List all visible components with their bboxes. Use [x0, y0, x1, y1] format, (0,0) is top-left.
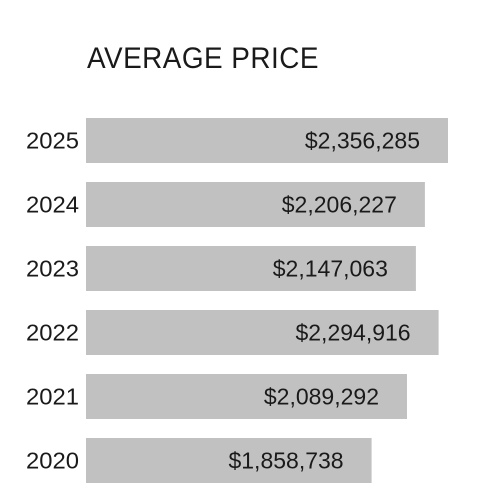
bar-row-2023: 2023 $2,147,063: [26, 246, 416, 291]
category-label: 2021: [26, 384, 79, 410]
bar-2021: [86, 374, 407, 419]
bar-row-2022: 2022 $2,294,916: [26, 310, 439, 355]
value-label: $2,294,916: [295, 320, 410, 346]
bar-2020: [86, 438, 372, 483]
bar-row-2024: 2024 $2,206,227: [26, 182, 425, 227]
value-label: $2,206,227: [282, 192, 397, 218]
value-label: $2,147,063: [273, 256, 388, 282]
bar-2025: [86, 118, 448, 163]
bar-2022: [86, 310, 439, 355]
bar-2024: [86, 182, 425, 227]
value-label: $1,858,738: [228, 448, 343, 474]
chart-title: AVERAGE PRICE: [87, 42, 319, 75]
bar-row-2021: 2021 $2,089,292: [26, 374, 407, 419]
value-label: $2,089,292: [264, 384, 379, 410]
category-label: 2024: [26, 192, 79, 218]
category-label: 2023: [26, 256, 79, 282]
bar-row-2020: 2020 $1,858,738: [26, 438, 372, 483]
category-label: 2020: [26, 448, 79, 474]
bar-2023: [86, 246, 416, 291]
value-label: $2,356,285: [305, 128, 420, 154]
category-label: 2025: [26, 128, 79, 154]
category-label: 2022: [26, 320, 79, 346]
bar-row-2025: 2025 $2,356,285: [26, 118, 448, 163]
